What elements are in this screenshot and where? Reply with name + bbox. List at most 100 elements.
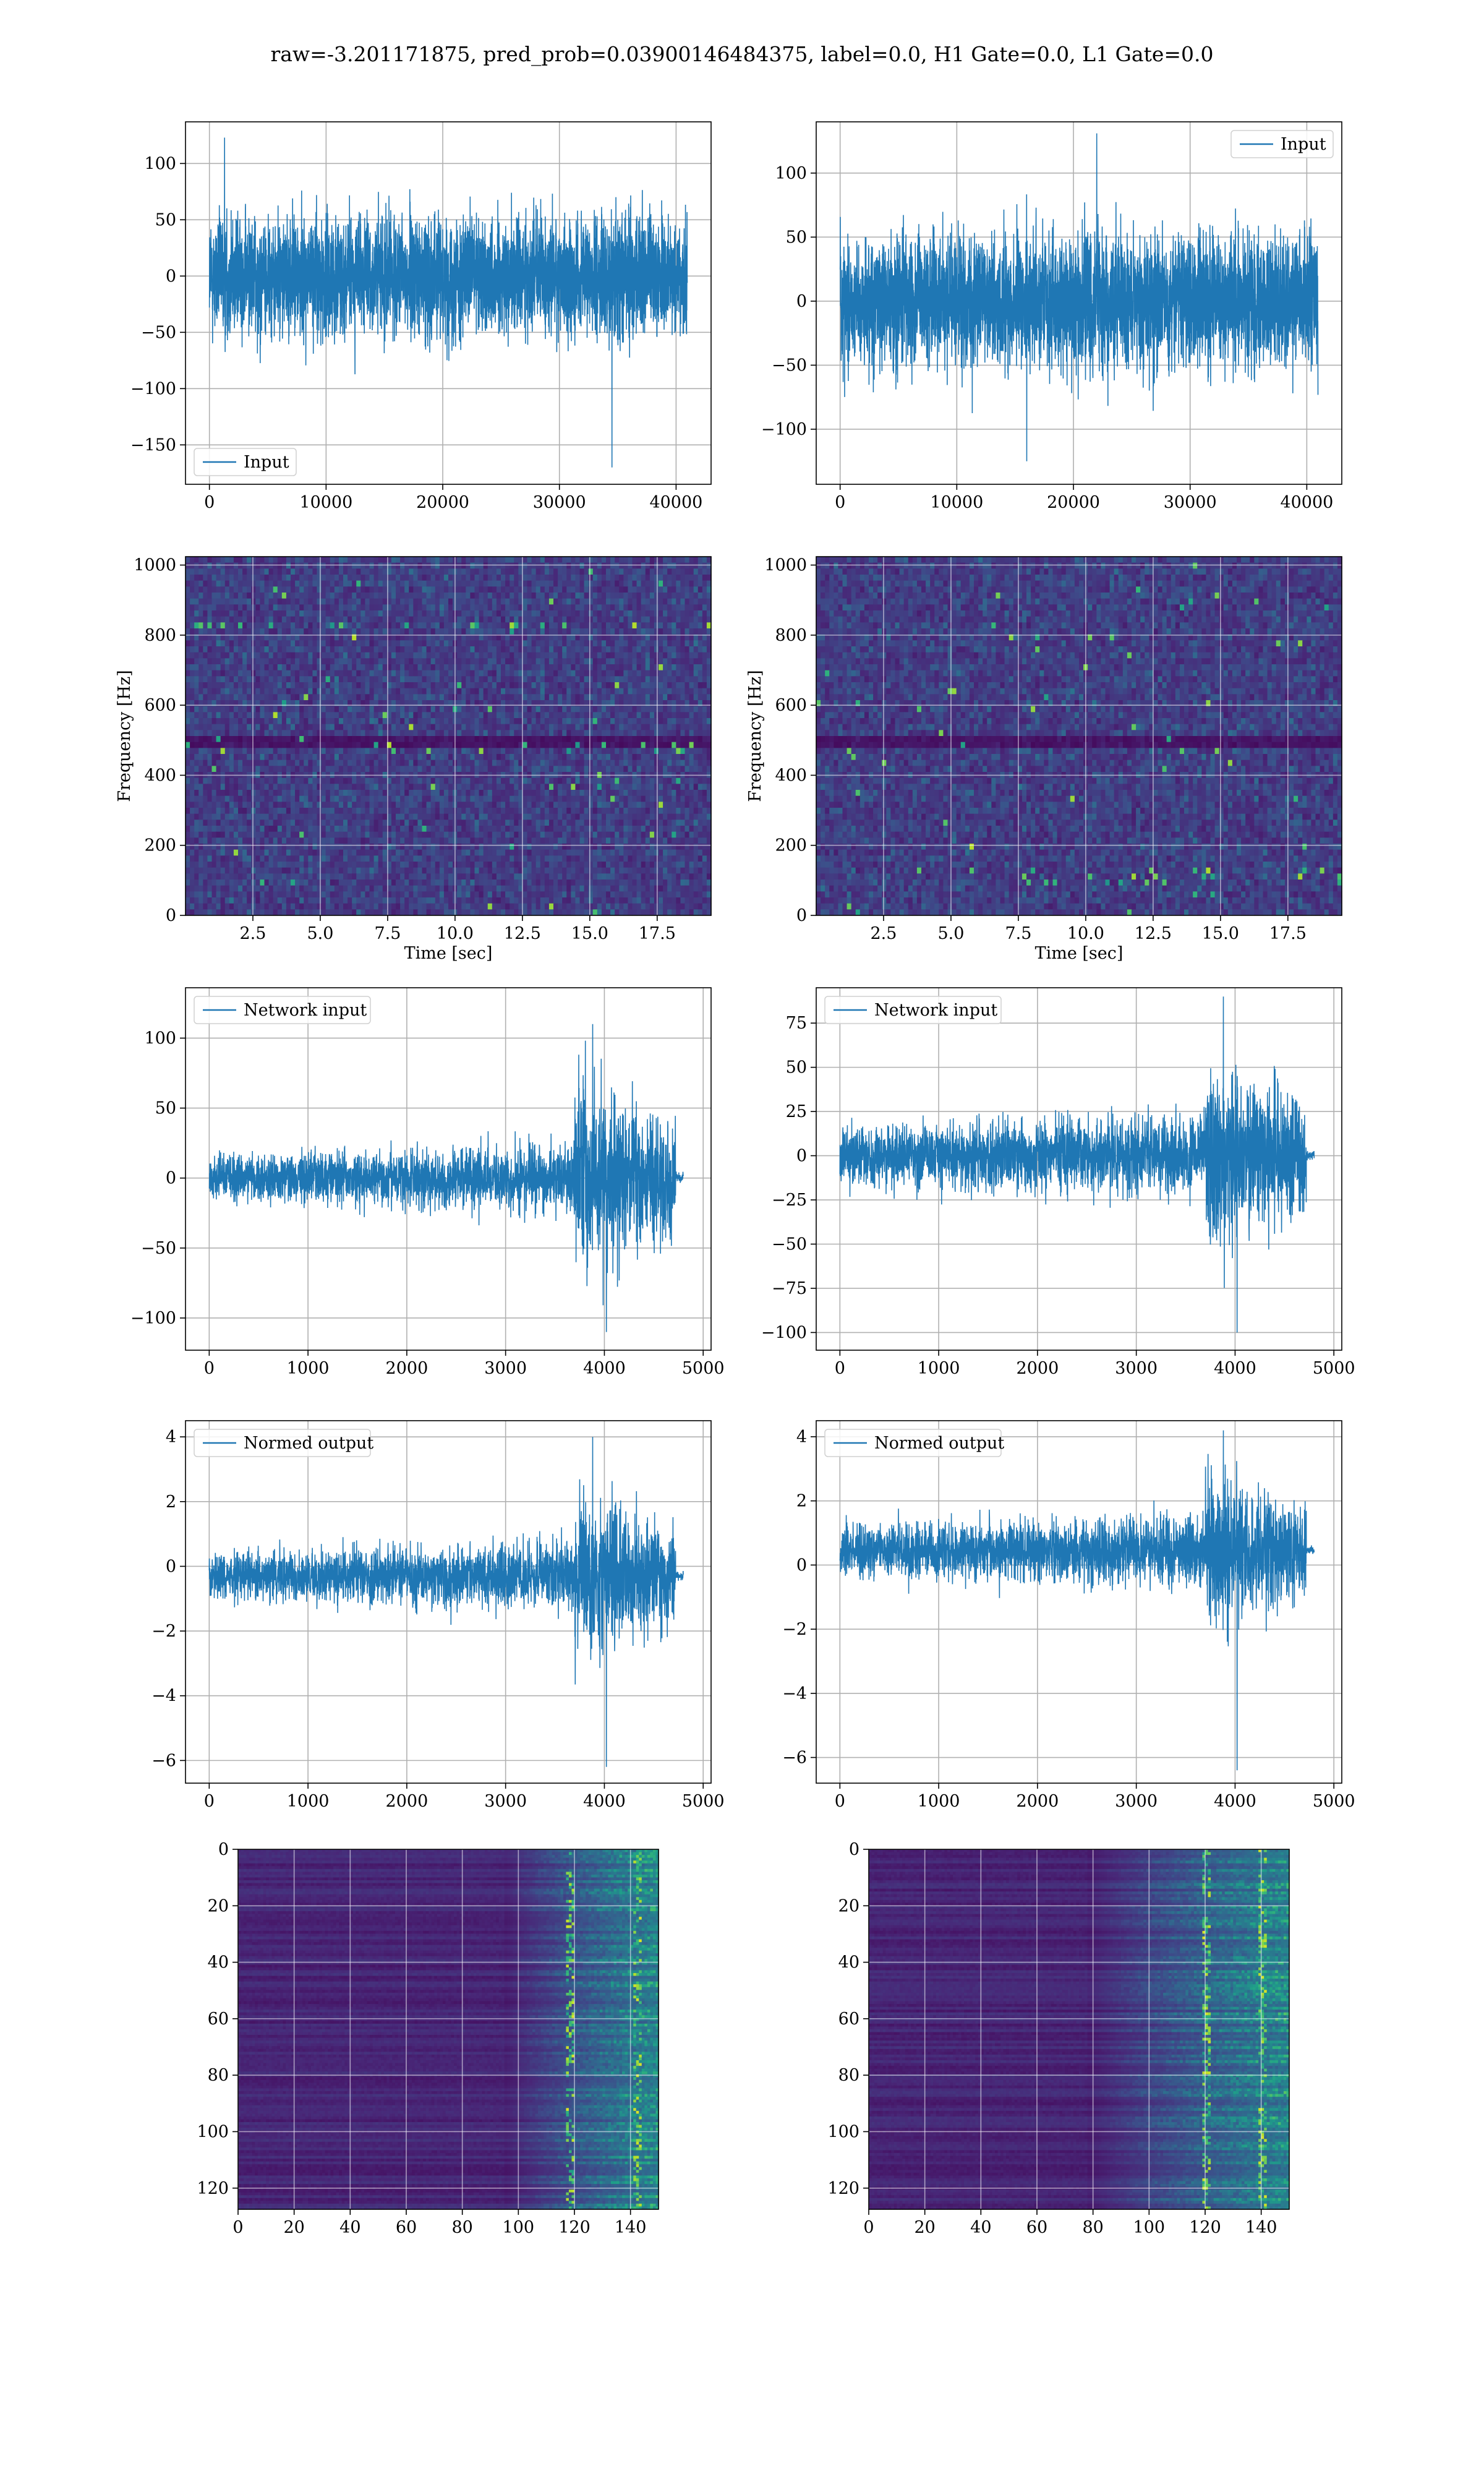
chart-2-2-y-axis-label: Frequency [Hz] bbox=[746, 670, 765, 802]
chart-2-2-x-axis-label: Time [sec] bbox=[1035, 944, 1124, 963]
chart-1-2-x-tick-label: 40000 bbox=[1280, 493, 1333, 512]
chart-2-2-x-tick-label: 12.5 bbox=[1135, 924, 1172, 943]
chart-1-1-y-tick-label: −100 bbox=[130, 379, 176, 398]
chart-2-1: 2.5 5.0 7.5 10.0 12.5 15.0 17.5020040060080010… bbox=[115, 556, 712, 963]
chart-3-1-y-tick-label: 0 bbox=[166, 1169, 176, 1188]
chart-2-2-x-tick-label: 10.0 bbox=[1067, 924, 1104, 943]
chart-2-2-y-tick-label: 400 bbox=[775, 766, 807, 785]
chart-4-2-y-tick-label: −4 bbox=[782, 1684, 807, 1703]
chart-3-2-y-tick-label: −75 bbox=[772, 1279, 807, 1298]
chart-2-2: 2.5 5.0 7.5 10.0 12.5 15.0 17.5020040060080010… bbox=[746, 556, 1342, 963]
chart-1-2-y-tick-label: −50 bbox=[772, 356, 807, 375]
chart-3-2-x-tick-label: 3000 bbox=[1115, 1359, 1158, 1378]
chart-5-2-x-tick-label: 80 bbox=[1082, 2218, 1103, 2237]
chart-3-1-x-tick-label: 3000 bbox=[484, 1359, 527, 1378]
chart-3-2-y-tick-label: 25 bbox=[786, 1102, 807, 1121]
chart-4-1-y-tick-label: 2 bbox=[166, 1492, 176, 1512]
chart-3-1: 0 1000 2000 3000 4000 5000−100−50050100Networ… bbox=[130, 988, 725, 1378]
chart-2-1-y-tick-label: 1000 bbox=[134, 556, 176, 575]
chart-5-2-x-tick-label: 40 bbox=[970, 2218, 991, 2237]
chart-1-1-y-tick-label: −50 bbox=[141, 323, 176, 342]
chart-5-1-y-tick-label: 100 bbox=[197, 2122, 229, 2141]
chart-4-2-x-tick-label: 5000 bbox=[1313, 1792, 1355, 1811]
chart-5-2-x-tick-label: 100 bbox=[1133, 2218, 1166, 2237]
chart-5-1-x-tick-label: 40 bbox=[339, 2218, 360, 2237]
chart-3-1-y-tick-label: 50 bbox=[155, 1099, 176, 1118]
chart-5-2-y-tick-label: 40 bbox=[838, 1953, 859, 1972]
chart-5-1-y-tick-label: 60 bbox=[208, 2010, 229, 2029]
chart-5-1-x-tick-label: 100 bbox=[503, 2218, 535, 2237]
chart-3-2: 0 1000 2000 3000 4000 5000−100−75−50−25025507… bbox=[761, 988, 1355, 1378]
chart-4-1-x-tick-label: 4000 bbox=[583, 1792, 626, 1811]
chart-3-1-legend-label: Network input bbox=[244, 1001, 367, 1020]
chart-4-1-y-tick-label: 4 bbox=[166, 1427, 176, 1447]
chart-4-1-x-tick-label: 0 bbox=[204, 1792, 215, 1811]
chart-2-1-y-tick-label: 600 bbox=[144, 696, 176, 715]
chart-2-2-x-tick-label: 2.5 bbox=[870, 924, 897, 943]
chart-2-1-y-tick-label: 800 bbox=[144, 626, 176, 645]
chart-1-2-y-tick-label: 50 bbox=[786, 228, 807, 247]
chart-1-2-x-tick-label: 30000 bbox=[1164, 493, 1217, 512]
chart-1-2-y-tick-label: 100 bbox=[775, 164, 807, 183]
chart-1-1-x-tick-label: 10000 bbox=[299, 493, 352, 512]
chart-2-1-x-tick-label: 7.5 bbox=[374, 924, 401, 943]
chart-5-1-x-tick-label: 120 bbox=[558, 2218, 591, 2237]
chart-4-2-series-line bbox=[840, 1431, 1314, 1771]
chart-4-1-y-tick-label: 0 bbox=[166, 1557, 176, 1576]
chart-5-2-y-tick-label: 100 bbox=[827, 2122, 859, 2141]
chart-4-2-y-tick-label: 2 bbox=[796, 1492, 807, 1511]
chart-1-1-y-tick-label: −150 bbox=[130, 435, 176, 455]
chart-3-2-x-tick-label: 2000 bbox=[1017, 1359, 1059, 1378]
chart-3-1-x-tick-label: 1000 bbox=[287, 1359, 330, 1378]
chart-2-2-y-tick-label: 600 bbox=[775, 696, 807, 715]
chart-1-1-legend-label: Input bbox=[244, 453, 289, 472]
chart-4-1-x-tick-label: 1000 bbox=[287, 1792, 330, 1811]
chart-3-2-y-tick-label: −25 bbox=[772, 1191, 807, 1210]
chart-4-2-y-tick-label: 0 bbox=[796, 1556, 807, 1575]
chart-5-1-x-tick-label: 80 bbox=[451, 2218, 472, 2237]
chart-4-1-legend-label: Normed output bbox=[244, 1434, 373, 1453]
chart-3-2-y-tick-label: −50 bbox=[772, 1235, 807, 1254]
chart-3-2-legend-label: Network input bbox=[874, 1001, 997, 1020]
chart-2-2-y-tick-label: 0 bbox=[796, 906, 807, 925]
chart-3-1-y-tick-label: −100 bbox=[130, 1309, 176, 1328]
chart-4-2-x-tick-label: 1000 bbox=[918, 1792, 960, 1811]
chart-5-1-heatmap-cells bbox=[238, 1849, 659, 2210]
chart-5-2-x-tick-label: 0 bbox=[863, 2218, 874, 2237]
chart-5-1-y-tick-label: 120 bbox=[197, 2179, 229, 2198]
chart-2-1-x-tick-label: 15.0 bbox=[571, 924, 608, 943]
chart-4-2-frame bbox=[816, 1421, 1342, 1783]
chart-5-2-heatmap-cells bbox=[869, 1849, 1290, 2210]
chart-4-2-y-tick-label: −2 bbox=[782, 1620, 807, 1639]
chart-5-1-y-tick-label: 40 bbox=[208, 1953, 229, 1972]
chart-3-1-x-tick-label: 5000 bbox=[682, 1359, 725, 1378]
chart-3-2-y-tick-label: −100 bbox=[761, 1323, 807, 1342]
chart-3-1-x-tick-label: 4000 bbox=[583, 1359, 626, 1378]
chart-5-1-x-tick-label: 60 bbox=[396, 2218, 417, 2237]
chart-3-1-legend: Network input bbox=[194, 996, 370, 1024]
chart-3-2-x-tick-label: 0 bbox=[835, 1359, 845, 1378]
chart-5-2-x-tick-label: 140 bbox=[1245, 2218, 1277, 2237]
chart-4-1-y-tick-label: −2 bbox=[151, 1622, 176, 1641]
chart-5-2-y-tick-label: 80 bbox=[838, 2066, 859, 2085]
chart-2-1-x-tick-label: 12.5 bbox=[504, 924, 541, 943]
chart-3-2-series-line bbox=[840, 996, 1314, 1332]
chart-2-1-heatmap-cells bbox=[186, 557, 712, 916]
chart-3-1-x-tick-label: 2000 bbox=[386, 1359, 429, 1378]
chart-1-2-series-line bbox=[840, 134, 1318, 461]
chart-5-2-y-tick-label: 20 bbox=[838, 1896, 859, 1915]
chart-2-1-x-tick-label: 5.0 bbox=[307, 924, 333, 943]
chart-4-2-x-tick-label: 3000 bbox=[1115, 1792, 1158, 1811]
chart-4-1-series-line bbox=[209, 1437, 683, 1767]
chart-2-1-x-tick-label: 17.5 bbox=[639, 924, 676, 943]
chart-1-2-legend-label: Input bbox=[1281, 135, 1326, 154]
chart-3-1-y-tick-label: 100 bbox=[144, 1029, 176, 1048]
chart-3-2-x-tick-label: 1000 bbox=[918, 1359, 960, 1378]
chart-5-1-x-tick-label: 140 bbox=[615, 2218, 647, 2237]
chart-4-1-y-tick-label: −4 bbox=[151, 1687, 176, 1706]
chart-2-1-x-tick-label: 10.0 bbox=[437, 924, 474, 943]
